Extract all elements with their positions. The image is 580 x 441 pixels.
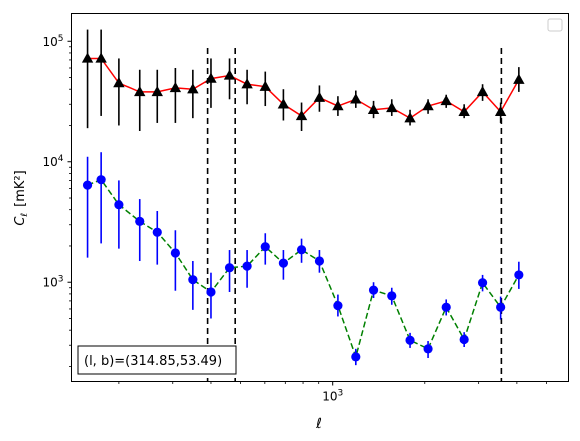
annotation-text: (l, b)=(314.85,53.49): [84, 354, 222, 369]
data-point-circle: [477, 278, 488, 288]
data-point-triangle: [259, 80, 271, 91]
data-point-circle: [152, 227, 162, 237]
data-point-circle: [242, 261, 252, 271]
data-point-circle: [496, 302, 506, 312]
y-axis-label-unit: [mK²]: [13, 170, 28, 207]
series-line-0: [87, 57, 520, 120]
data-point-triangle: [350, 93, 362, 104]
x-tick-label-base: 10: [322, 390, 337, 404]
data-point-circle: [314, 256, 325, 266]
x-axis-label: ℓ: [315, 416, 322, 432]
series-line-1: [87, 178, 520, 360]
data-point-triangle: [95, 52, 107, 63]
y-axis-label: Cℓ [mK²]: [13, 170, 30, 225]
data-point-triangle: [81, 52, 94, 63]
y-tick-label-exp: 4: [58, 154, 64, 164]
data-point-triangle: [440, 94, 452, 106]
data-point-triangle: [332, 100, 344, 111]
data-point-triangle: [205, 72, 217, 83]
data-point-circle: [206, 287, 216, 297]
data-point-circle: [514, 270, 524, 280]
data-point-circle: [260, 242, 270, 252]
data-point-circle: [423, 344, 433, 354]
y-axis-label-main: C: [13, 216, 28, 226]
y-axis-label-sub: ℓ: [20, 213, 30, 218]
plot-area: [81, 29, 525, 382]
data-point-circle: [96, 175, 106, 185]
data-point-triangle: [422, 100, 434, 111]
data-point-circle: [135, 216, 145, 226]
data-point-triangle: [367, 103, 380, 114]
y-tick-label-base: 10: [42, 276, 57, 290]
data-point-circle: [351, 352, 361, 362]
data-point-circle: [387, 291, 397, 301]
y-tick-label-exp: 5: [58, 34, 64, 44]
y-tick-label: 105: [42, 34, 63, 49]
data-point-triangle: [494, 105, 507, 116]
data-point-triangle: [386, 101, 398, 113]
data-point-circle: [82, 180, 93, 190]
annotation-box: (l, b)=(314.85,53.49): [77, 345, 237, 375]
legend-box: [547, 18, 563, 32]
data-point-triangle: [313, 91, 326, 102]
y-tick-label-base: 10: [42, 155, 57, 169]
data-point-triangle: [113, 77, 125, 88]
data-point-triangle: [513, 73, 525, 84]
data-point-circle: [296, 245, 307, 255]
y-tick-label-base: 10: [42, 35, 57, 49]
x-tick-label: 103: [322, 389, 343, 404]
data-point-triangle: [151, 85, 163, 97]
data-point-circle: [224, 263, 235, 273]
data-point-triangle: [223, 69, 236, 80]
data-point-circle: [333, 300, 343, 311]
data-point-triangle: [134, 85, 146, 97]
data-point-triangle: [187, 83, 199, 94]
data-point-triangle: [169, 81, 182, 93]
data-point-triangle: [295, 109, 308, 121]
x-tick-label-exp: 3: [337, 389, 343, 399]
data-point-triangle: [458, 105, 470, 116]
data-point-triangle: [241, 78, 253, 89]
data-point-circle: [278, 258, 289, 268]
y-tick-label-exp: 3: [58, 275, 64, 285]
data-point-circle: [441, 302, 451, 312]
data-point-circle: [459, 334, 469, 345]
data-point-triangle: [277, 98, 290, 109]
data-point-circle: [114, 200, 124, 210]
data-point-circle: [170, 248, 180, 258]
y-tick-label: 103: [42, 275, 63, 290]
data-point-circle: [188, 275, 198, 285]
y-tick-label: 104: [42, 154, 63, 169]
data-point-triangle: [404, 112, 416, 123]
data-point-circle: [405, 335, 415, 345]
data-point-circle: [368, 285, 379, 295]
axes-frame: [71, 13, 569, 382]
data-point-triangle: [476, 85, 489, 97]
